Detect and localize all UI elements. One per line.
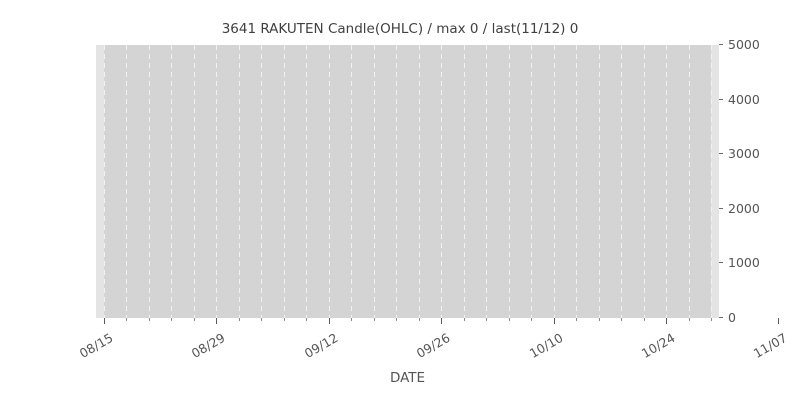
x-axis-tick-label: 10/24 [638, 330, 678, 362]
gridline-vertical [193, 45, 195, 318]
x-axis-tick-minor [621, 318, 623, 321]
gridline-vertical [373, 45, 375, 318]
y-axis-tick-label: 0 [728, 310, 736, 325]
gridline-vertical [306, 45, 308, 318]
y-axis-tick-label: 2000 [728, 200, 760, 216]
x-axis-tick-minor [711, 318, 712, 321]
gridline-vertical [621, 45, 623, 318]
x-axis-tick-minor [576, 318, 578, 321]
x-axis-tick-label: 08/15 [76, 330, 116, 362]
x-axis-tick-minor [306, 318, 308, 321]
x-axis-tick-label: 11/07 [751, 330, 790, 362]
x-axis-tick-minor [643, 318, 645, 321]
x-axis-tick-minor [351, 318, 353, 321]
x-axis-tick-minor [283, 318, 285, 321]
x-axis-tick-label: 08/29 [189, 330, 228, 362]
x-axis-ticks [96, 318, 780, 328]
y-axis-tick-mark [719, 98, 723, 100]
x-axis-tick-label: 09/26 [414, 330, 453, 362]
gridline-vertical [351, 45, 353, 318]
y-axis-tick-mark [719, 207, 723, 209]
gridline-vertical [553, 45, 555, 318]
x-axis-tick-minor [193, 318, 195, 321]
x-axis-tick-minor [531, 318, 533, 321]
x-axis-tick-minor [418, 318, 420, 321]
gridline-vertical [508, 45, 510, 318]
x-axis-tick-minor [171, 318, 173, 321]
x-axis-tick-minor [463, 318, 465, 321]
x-axis-tick-minor [238, 318, 240, 321]
gridline-vertical [531, 45, 533, 318]
x-axis-tick-minor [508, 318, 510, 321]
gridline-vertical [486, 45, 488, 318]
x-axis-tick-major [441, 318, 443, 324]
x-axis-tick-minor [598, 318, 600, 321]
x-axis-tick-label: 09/12 [301, 330, 341, 362]
x-axis-tick-major [104, 318, 105, 324]
x-axis-tick-minor [396, 318, 398, 321]
gridline-vertical [261, 45, 263, 318]
gridline-vertical [396, 45, 398, 318]
x-axis-tick-major [553, 318, 555, 324]
gridline-vertical [418, 45, 420, 318]
x-axis-tick-minor [126, 318, 128, 321]
y-axis-tick-mark [719, 153, 723, 155]
x-axis-tick-minor [261, 318, 263, 321]
gridline-vertical [688, 45, 690, 318]
y-axis-tick-label: 1000 [728, 255, 760, 271]
gridline-vertical [643, 45, 645, 318]
y-axis-tick-mark [719, 44, 723, 45]
x-axis-tick-minor [148, 318, 150, 321]
plot-data-band [104, 45, 711, 318]
x-axis-label: DATE [389, 370, 426, 386]
x-axis-tick-minor [373, 318, 375, 321]
gridline-vertical [711, 45, 712, 318]
gridline-vertical [463, 45, 465, 318]
gridline-vertical [216, 45, 218, 318]
plot-area[interactable] [96, 45, 719, 318]
gridline-vertical [148, 45, 150, 318]
gridline-vertical [238, 45, 240, 318]
x-axis-tick-major [666, 318, 668, 324]
x-axis-tick-major [328, 318, 330, 324]
vertical-gridlines [96, 45, 719, 318]
y-axis-tick-mark [719, 262, 723, 264]
y-axis-tick-label: 3000 [728, 146, 760, 162]
gridline-vertical [328, 45, 330, 318]
y-axis-tick-label: 5000 [728, 37, 760, 52]
x-axis-tick-minor [486, 318, 488, 321]
gridline-vertical [576, 45, 578, 318]
chart-title: 3641 RAKUTEN Candle(OHLC) / max 0 / last… [221, 21, 579, 37]
x-axis-tick-major [216, 318, 218, 324]
gridline-vertical [441, 45, 443, 318]
x-axis-tick-major [778, 318, 780, 324]
x-axis-tick-label: 10/10 [526, 330, 566, 362]
gridline-vertical [598, 45, 600, 318]
gridline-vertical [126, 45, 128, 318]
gridline-vertical [171, 45, 173, 318]
y-axis-tick-mark [719, 317, 723, 318]
gridline-vertical [666, 45, 668, 318]
gridline-vertical [104, 45, 105, 318]
gridline-vertical [283, 45, 285, 318]
x-axis-tick-minor [688, 318, 690, 321]
y-axis-tick-label: 4000 [728, 91, 760, 107]
